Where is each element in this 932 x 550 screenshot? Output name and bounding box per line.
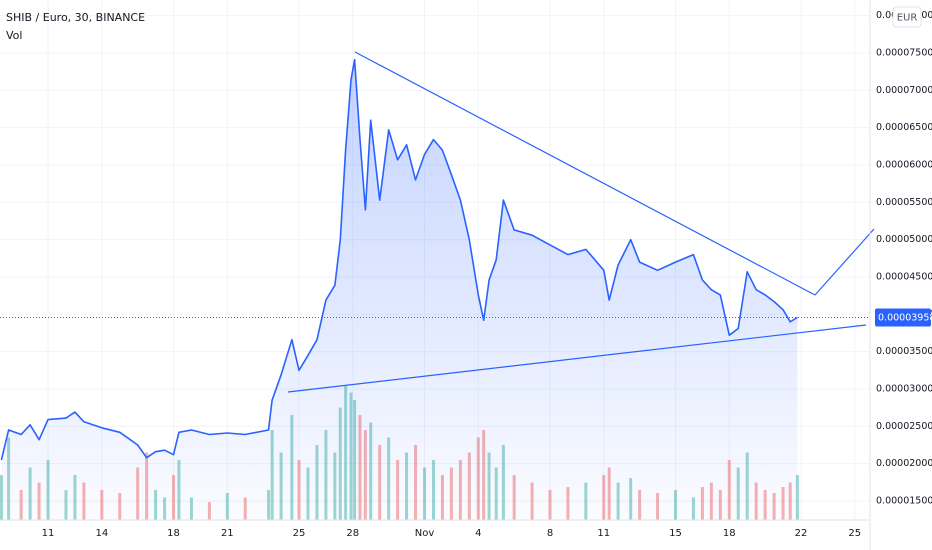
x-tick-label: 11: [597, 528, 610, 539]
y-tick-label: 0.00002000: [876, 458, 932, 469]
x-tick-label: 15: [669, 528, 682, 539]
trend-line-projection: [814, 228, 875, 296]
y-tick-label: 0.00004500: [876, 271, 932, 282]
trend-line-lower: [287, 324, 867, 393]
currency-label[interactable]: EUR: [897, 13, 918, 24]
x-tick-label: 25: [293, 528, 306, 539]
y-tick-label: 0.00006500: [876, 122, 932, 133]
x-tick-label: 21: [221, 528, 234, 539]
y-tick-label: 0.00002500: [876, 421, 932, 432]
y-tick-label: 0.00003500: [876, 346, 932, 357]
current-price-badge: [875, 308, 931, 327]
x-tick-label: 18: [723, 528, 736, 539]
plot: [0, 58, 870, 520]
x-tick-label: Nov: [415, 528, 435, 539]
y-tick-label: 0.00007500: [876, 48, 932, 59]
y-tick-label: 0.00001500: [876, 495, 932, 506]
volume-legend: Vol: [6, 29, 22, 42]
y-tick-label: 0.00006000: [876, 159, 932, 170]
x-tick-label: 11: [42, 528, 55, 539]
y-tick-label: 0.00003000: [876, 383, 932, 394]
current-price-label: 0.00003958: [878, 312, 932, 323]
trend-line-upper: [354, 51, 816, 296]
x-tick-label: 4: [475, 528, 481, 539]
currency-badge[interactable]: [892, 6, 922, 28]
x-tick-label: 22: [795, 528, 808, 539]
x-tick-label: 25: [848, 528, 861, 539]
y-tick-label: 0.00007000: [876, 85, 932, 96]
x-tick-label: 14: [95, 528, 108, 539]
price-area: [1, 59, 798, 520]
price-line: [0, 58, 798, 461]
y-tick-label: 0.00005500: [876, 197, 932, 208]
x-tick-label: 28: [346, 528, 359, 539]
x-tick-label: 18: [167, 528, 180, 539]
x-tick-label: 8: [547, 528, 553, 539]
chart-title: SHIB / Euro, 30, BINANCE: [6, 11, 145, 24]
y-tick-label: 0.00005000: [876, 234, 932, 245]
